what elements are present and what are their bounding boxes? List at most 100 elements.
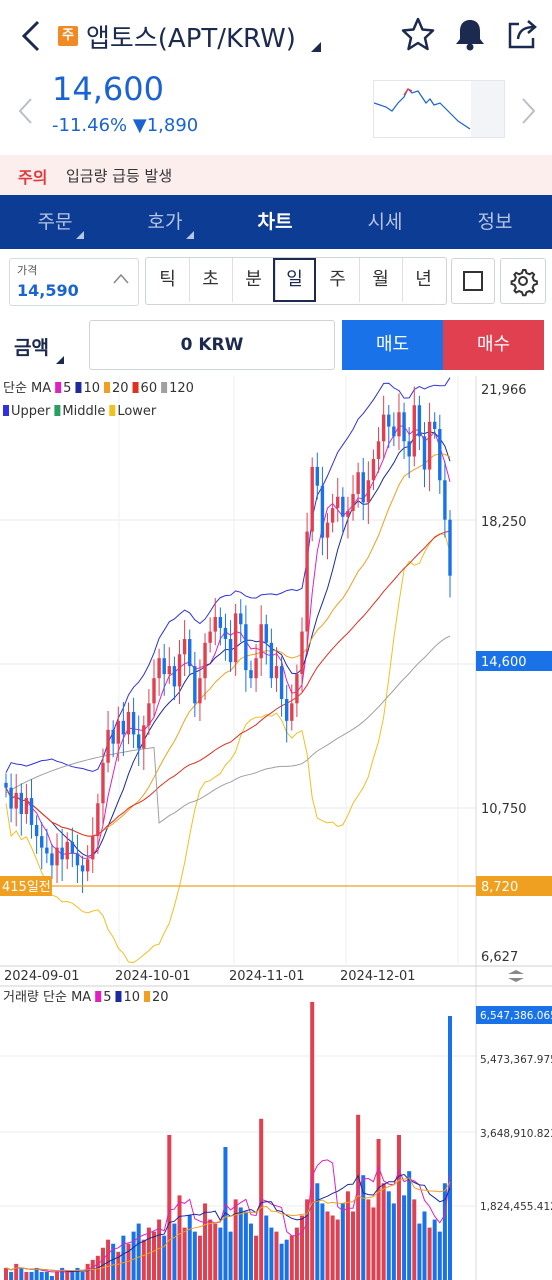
- y-tick: 21,966: [481, 383, 527, 398]
- candle: [264, 614, 268, 665]
- candle: [121, 701, 126, 757]
- candle: [407, 427, 411, 479]
- volume-bar: [65, 1271, 70, 1280]
- volume-bar: [203, 1203, 208, 1280]
- tab-dropdown-icon: [186, 231, 194, 239]
- amount-dropdown-icon[interactable]: [56, 356, 64, 364]
- candle: [55, 833, 59, 883]
- legend-item: 10: [123, 990, 140, 1005]
- y-tick: 18,250: [481, 515, 527, 530]
- square-icon: [463, 271, 483, 291]
- volume-bar: [315, 1183, 320, 1280]
- reference-price-label: 8,720: [481, 880, 518, 895]
- price-selector-label: 가격: [17, 264, 38, 277]
- volume-bar: [402, 1195, 407, 1280]
- market-title[interactable]: 앱토스(APT/KRW): [86, 24, 296, 54]
- candle: [14, 773, 18, 827]
- period-year[interactable]: 년: [415, 269, 432, 290]
- tab-quotes[interactable]: 시세: [330, 195, 440, 249]
- legend-swatch: [95, 991, 102, 1002]
- star-icon[interactable]: [400, 16, 436, 52]
- volume-bar: [233, 1199, 238, 1280]
- legend-item: Lower: [117, 404, 157, 419]
- volume-bar: [75, 1267, 80, 1280]
- tab-info[interactable]: 정보: [440, 195, 550, 249]
- share-icon[interactable]: [505, 16, 541, 52]
- tab-label: 호가: [147, 211, 183, 233]
- panel-resize-handle[interactable]: [508, 970, 524, 982]
- fullscreen-button[interactable]: [451, 258, 495, 304]
- legend-item: 5: [63, 381, 71, 396]
- exchange-badge: 주: [58, 26, 78, 46]
- volume-bar: [335, 1219, 340, 1280]
- volume-bar: [208, 1219, 213, 1280]
- period-tick[interactable]: 틱: [146, 258, 190, 302]
- volume-bar: [49, 1275, 54, 1280]
- candle: [182, 620, 187, 676]
- tab-chart[interactable]: 차트: [220, 195, 330, 249]
- candle: [376, 427, 381, 473]
- candle: [279, 656, 284, 717]
- volume-bar: [136, 1223, 141, 1280]
- legend-swatch: [144, 991, 151, 1002]
- next-market-icon[interactable]: [516, 96, 540, 126]
- candle: [75, 834, 80, 883]
- chart-settings-button[interactable]: [500, 258, 546, 304]
- candle: [274, 647, 279, 692]
- volume-bar: [248, 1223, 253, 1280]
- title-dropdown-icon[interactable]: [311, 42, 321, 52]
- candle: [310, 457, 314, 542]
- current-price-label: 14,600: [481, 655, 527, 670]
- price-chart[interactable]: 21,966 18,250 10,750 6,627 14,600 8,720 …: [0, 376, 552, 1280]
- mini-chart[interactable]: [373, 80, 505, 138]
- tab-label: 정보: [477, 211, 513, 233]
- previous-market-icon[interactable]: [14, 96, 38, 126]
- volume-bar: [238, 1207, 243, 1280]
- volume-bar: [442, 1183, 447, 1280]
- volume-bar: [167, 1134, 172, 1280]
- period-week[interactable]: 주: [316, 258, 360, 302]
- volume-ma10-line: [5, 1173, 451, 1273]
- warning-banner[interactable]: [0, 155, 552, 195]
- volume-bar: [14, 1263, 19, 1280]
- volume-bar: [29, 1271, 34, 1280]
- amount-input[interactable]: 0 KRW: [89, 320, 335, 370]
- tab-orderbook[interactable]: 호가: [110, 195, 220, 249]
- bell-icon[interactable]: [452, 16, 488, 52]
- tab-order[interactable]: 주문: [0, 195, 110, 249]
- volume-bar: [243, 1211, 248, 1280]
- volume-bar: [448, 1016, 452, 1280]
- candle: [228, 620, 233, 672]
- candle: [29, 779, 34, 839]
- volume-bar: [34, 1267, 39, 1280]
- volume-bar: [141, 1239, 146, 1280]
- y-tick: 6,627: [481, 950, 518, 965]
- gear-icon: [510, 269, 538, 297]
- volume-bar: [396, 1134, 401, 1280]
- price-selector[interactable]: [9, 258, 139, 306]
- volume-bar: [264, 1215, 269, 1280]
- chart-grid: [0, 376, 552, 1280]
- candle: [91, 817, 95, 874]
- chevron-up-icon: [113, 273, 129, 284]
- candle: [45, 828, 49, 864]
- amount-type-label[interactable]: 금액: [14, 337, 49, 359]
- ma20-line: [5, 453, 451, 837]
- candle: [290, 684, 294, 731]
- period-second[interactable]: 초: [189, 258, 233, 302]
- sell-button[interactable]: 매도: [342, 320, 443, 370]
- legend-swatch: [115, 991, 122, 1002]
- period-day[interactable]: 일: [273, 258, 316, 302]
- candle: [162, 643, 166, 696]
- candle: [249, 660, 253, 688]
- volume-bar: [300, 1215, 304, 1280]
- back-arrow-icon[interactable]: [16, 18, 46, 54]
- volume-bar: [177, 1195, 182, 1280]
- buy-button[interactable]: 매수: [443, 320, 544, 370]
- reference-price-tag: [476, 876, 552, 896]
- legend-title: 거래량 단순 MA: [3, 990, 91, 1005]
- period-month[interactable]: 월: [359, 258, 403, 302]
- volume-bar: [422, 1211, 427, 1280]
- period-minute[interactable]: 분: [232, 258, 276, 302]
- candle: [387, 405, 391, 449]
